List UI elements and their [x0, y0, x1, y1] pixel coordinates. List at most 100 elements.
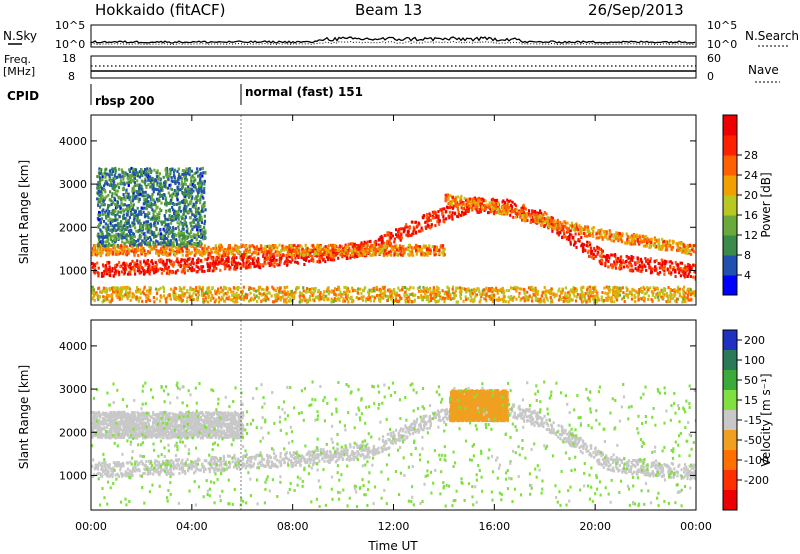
heatmap-cell: [447, 202, 450, 206]
heatmap-cell: [578, 227, 582, 231]
cpid-label: CPID: [7, 89, 39, 103]
heatmap-cell: [110, 298, 113, 302]
heatmap-cell: [474, 199, 477, 203]
heatmap-cell: [192, 261, 195, 265]
heatmap-cell: [363, 252, 366, 256]
heatmap-cell: [431, 245, 434, 249]
heatmap-cell: [96, 186, 99, 190]
heatmap-cell: [100, 274, 104, 278]
heatmap-cell: [504, 201, 507, 205]
heatmap-cell: [140, 230, 143, 234]
heatmap-cell: [608, 229, 611, 233]
heatmap-cell: [142, 247, 145, 250]
heatmap-cell: [524, 207, 527, 211]
heatmap-cell: [227, 257, 230, 261]
heatmap-cell: [462, 202, 465, 206]
heatmap-cell: [121, 287, 124, 291]
heatmap-cell: [200, 180, 203, 184]
heatmap-cell: [127, 219, 130, 222]
heatmap-cell: [577, 228, 580, 232]
heatmap-cell: [569, 229, 572, 233]
heatmap-cell: [434, 211, 437, 215]
heatmap-cell: [147, 211, 150, 215]
heatmap-cell: [387, 242, 390, 246]
heatmap-cell: [438, 222, 441, 226]
heatmap-cell: [122, 170, 125, 174]
heatmap-cell: [295, 246, 298, 250]
heatmap-cell: [126, 177, 129, 181]
heatmap-cell: [660, 258, 663, 262]
heatmap-cell: [232, 255, 235, 259]
heatmap-cell: [153, 264, 156, 268]
heatmap-cell: [501, 200, 504, 204]
heatmap-cell: [113, 234, 116, 238]
heatmap-cell: [100, 271, 103, 275]
heatmap-cell: [534, 219, 537, 223]
heatmap-cell: [106, 212, 110, 216]
heatmap-cell: [420, 226, 423, 230]
heatmap-cell: [260, 249, 263, 253]
heatmap-cell: [418, 247, 421, 251]
heatmap-cell: [147, 183, 150, 187]
heatmap-cell: [385, 246, 388, 250]
heatmap-cell: [628, 260, 631, 264]
heatmap-cell: [379, 247, 382, 251]
heatmap-cell: [168, 244, 171, 248]
heatmap-cell: [614, 233, 617, 237]
heatmap-cell: [686, 293, 690, 297]
heatmap-cell: [425, 298, 428, 302]
heatmap-cell: [652, 286, 655, 289]
heatmap-cell: [638, 242, 641, 246]
heatmap-cell: [120, 230, 123, 234]
heatmap-cell: [577, 238, 580, 241]
heatmap-cell: [159, 234, 162, 237]
heatmap-cell: [146, 223, 149, 227]
heatmap-cell: [597, 236, 600, 240]
heatmap-cell: [194, 178, 197, 182]
heatmap-cell: [282, 247, 285, 251]
heatmap-cell: [374, 250, 378, 254]
heatmap-cell: [669, 266, 672, 270]
heatmap-cell: [112, 246, 115, 250]
heatmap-cell: [279, 251, 282, 254]
heatmap-cell: [111, 269, 114, 273]
heatmap-cell: [465, 202, 468, 206]
heatmap-cell: [190, 169, 193, 173]
heatmap-cell: [96, 261, 99, 265]
heatmap-cell: [593, 246, 596, 250]
heatmap-cell: [285, 248, 289, 252]
heatmap-cell: [161, 186, 164, 190]
heatmap-cell: [148, 272, 151, 276]
heatmap-cell: [360, 241, 363, 245]
heatmap-cell: [615, 257, 618, 261]
heatmap-cell: [185, 178, 188, 182]
heatmap-cell: [123, 216, 126, 220]
heatmap-cell: [158, 198, 161, 202]
heatmap-cell: [199, 172, 202, 175]
heatmap-cell: [111, 224, 114, 228]
heatmap-cell: [130, 204, 133, 208]
heatmap-cell: [154, 203, 157, 207]
heatmap-cell: [395, 252, 398, 256]
heatmap-cell: [156, 177, 159, 181]
heatmap-cell: [146, 249, 150, 253]
heatmap-cell: [134, 189, 137, 193]
heatmap-cell: [279, 260, 282, 264]
heatmap-cell: [521, 205, 524, 209]
heatmap-cell: [374, 247, 377, 251]
heatmap-cell: [553, 219, 556, 223]
heatmap-cell: [555, 224, 558, 228]
heatmap-cell: [418, 249, 421, 253]
heatmap-cell: [506, 202, 509, 206]
heatmap-cell: [347, 300, 350, 304]
heatmap-cell: [102, 199, 105, 203]
heatmap-cell: [680, 242, 683, 246]
heatmap-cell: [203, 201, 206, 205]
heatmap-cell: [245, 266, 248, 270]
heatmap-cell: [393, 237, 396, 241]
heatmap-cell: [259, 263, 262, 267]
heatmap-cell: [247, 255, 250, 259]
heatmap-cell: [638, 269, 641, 273]
heatmap-cell: [198, 218, 201, 222]
heatmap-cell: [150, 232, 153, 236]
